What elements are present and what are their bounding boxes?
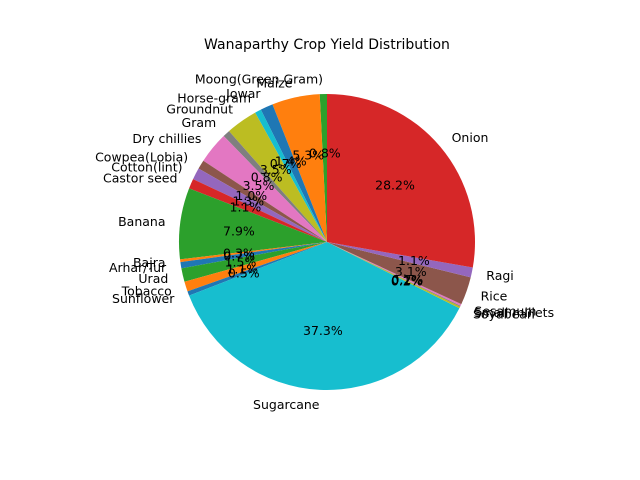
slice-urad — [181, 242, 327, 282]
pct-label-ragi: 1.1% — [398, 253, 430, 268]
slice-sunflower — [187, 242, 327, 296]
slice-dry-chillies — [203, 136, 327, 242]
category-label-banana: Banana — [118, 214, 165, 229]
category-label-maize: Maize — [256, 75, 292, 90]
slice-ragi — [327, 242, 473, 278]
category-label-dry-chillies: Dry chillies — [132, 131, 201, 146]
pct-label-arhar-tur: 0.7% — [223, 248, 255, 263]
category-label-gram: Gram — [182, 115, 217, 130]
category-label-tobacco: Tobacco — [121, 284, 172, 299]
category-label-cowpea-lobia: Cowpea(Lobia) — [95, 149, 188, 164]
chart-title: Wanaparthy Crop Yield Distribution — [204, 37, 450, 53]
category-label-ragi: Ragi — [486, 268, 513, 283]
category-label-jowar: Jowar — [225, 86, 261, 101]
pct-label-bajra: 0.3% — [223, 246, 255, 261]
slice-tobacco — [184, 242, 327, 292]
category-label-sunflower: Sunflower — [112, 291, 175, 306]
category-label-cotton-lint: Cotton(lint) — [111, 159, 182, 174]
slice-small-millets — [327, 242, 461, 307]
pct-label-castor-seed: 1.1% — [230, 200, 262, 215]
category-label-sesamum: Sesamum — [474, 304, 536, 319]
category-label-rice: Rice — [481, 288, 508, 303]
category-label-moong-green-gram: Moong(Green Gram) — [195, 72, 323, 87]
slice-jowar — [260, 104, 327, 242]
pct-label-gram: 0.8% — [251, 169, 283, 184]
slice-sugarcane — [189, 242, 460, 390]
category-label-bajra: Bajra — [133, 255, 166, 270]
slice-gram — [223, 131, 327, 242]
category-label-horse-gram: Horse-gram — [177, 91, 251, 106]
slice-moong-green-gram — [319, 94, 327, 242]
pct-label-sugarcane: 37.3% — [303, 323, 343, 338]
pct-label-rice: 3.1% — [395, 264, 427, 279]
slice-arhar-tur — [180, 242, 327, 269]
category-label-urad: Urad — [138, 271, 168, 286]
pct-label-banana: 7.9% — [223, 223, 255, 238]
slice-castor-seed — [189, 179, 327, 242]
slice-soyabean — [327, 242, 461, 309]
category-label-soyabean: Soyabean — [473, 306, 535, 321]
slice-onion — [327, 93, 476, 268]
pct-label-onion: 28.2% — [375, 177, 415, 192]
slice-rice — [327, 242, 471, 305]
category-label-castor-seed: Castor seed — [103, 170, 177, 185]
slice-banana — [178, 188, 327, 260]
pct-label-horse-gram: 0.7% — [270, 156, 302, 171]
pie-category-labels: Moong(Green Gram)MaizeJowarHorse-gramGro… — [95, 72, 554, 412]
slice-groundnut — [229, 112, 327, 242]
pct-label-moong-green-gram: 0.8% — [309, 146, 341, 161]
slice-maize — [272, 94, 327, 243]
category-label-small-millets: Small millets — [474, 305, 554, 320]
pct-label-sunflower: 0.5% — [228, 265, 260, 280]
pct-label-dry-chillies: 3.5% — [243, 178, 275, 193]
slice-cowpea-lobia — [198, 160, 327, 242]
slice-bajra — [180, 242, 327, 263]
pct-label-maize: 5.3% — [292, 148, 324, 163]
pct-label-groundnut: 3.5% — [260, 162, 292, 177]
slice-cotton-lint — [193, 168, 327, 242]
category-label-arhar-tur: Arhar/Tur — [109, 260, 167, 275]
category-label-sugarcane: Sugarcane — [253, 397, 320, 412]
slice-sesamum — [327, 242, 462, 306]
pie-slices — [178, 93, 476, 390]
category-label-groundnut: Groundnut — [166, 102, 233, 117]
pct-label-urad: 1.5% — [225, 254, 257, 269]
pct-label-tobacco: 1.1% — [226, 261, 258, 276]
slice-horse-gram — [255, 109, 327, 242]
pct-label-soyabean: 0.2% — [391, 274, 423, 289]
category-label-onion: Onion — [452, 130, 489, 145]
pct-label-cotton-lint: 1.3% — [232, 194, 264, 209]
pct-label-small-millets: 0.1% — [391, 273, 423, 288]
pct-label-sesamum: 0.2% — [392, 272, 424, 287]
pct-label-jowar: 1.4% — [275, 153, 307, 168]
pct-label-cowpea-lobia: 1.0% — [235, 188, 267, 203]
pie-percent-labels: 0.8%5.3%1.4%0.7%3.5%0.8%3.5%1.0%1.3%1.1%… — [223, 146, 430, 339]
